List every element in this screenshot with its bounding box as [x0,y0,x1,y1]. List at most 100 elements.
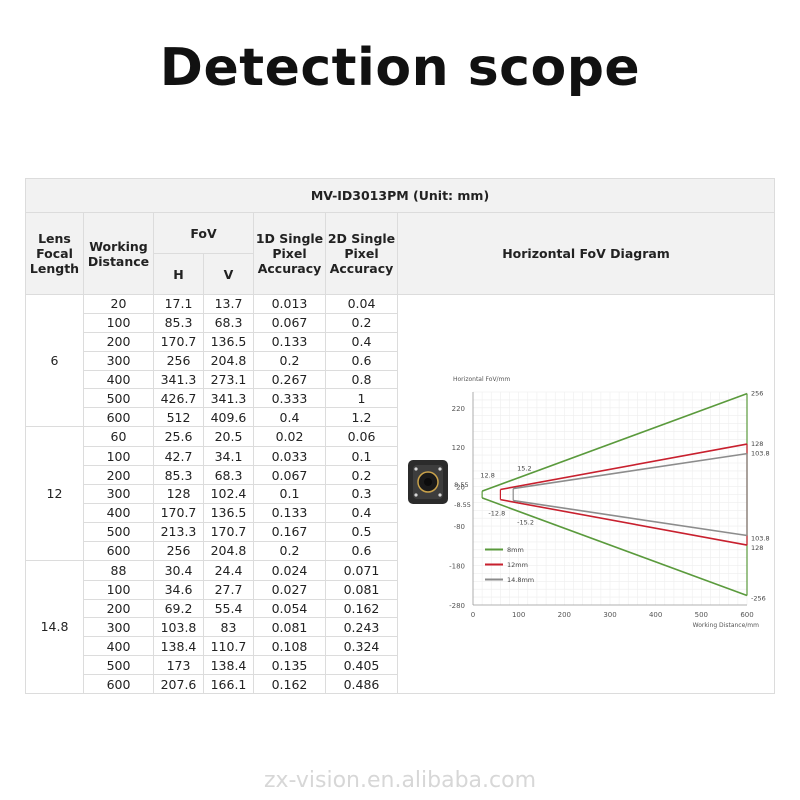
accuracy-2d-cell: 0.06 [325,426,398,448]
fov-v-cell: 102.4 [203,484,254,504]
table-row: 500 426.7 341.3 0.333 1 [26,388,775,409]
fov-v-cell: 20.5 [203,426,254,448]
lens-focal-length-cell: 12 [25,426,84,561]
fov-h-cell: 128 [153,484,204,504]
series-start-label: 15.2 [517,465,531,473]
accuracy-2d-cell: 0.4 [325,502,398,523]
working-distance-cell: 60 [83,426,154,448]
accuracy-2d-cell: 0.04 [325,294,398,314]
fov-h-cell: 213.3 [153,521,204,542]
fov-v-cell: 27.7 [203,579,254,600]
working-distance-cell: 500 [83,388,154,409]
x-tick-label: 300 [603,611,616,619]
table-row: 300 256 204.8 0.2 0.6 [26,350,775,371]
series-neg-start-label: -8.55 [454,501,471,509]
x-tick-label: 600 [740,611,753,619]
accuracy-1d-cell: 0.4 [253,407,326,428]
fov-v-cell: 34.1 [203,446,254,467]
fov-h-cell: 512 [153,407,204,428]
fov-diagram-cell: 220 120 20 -80 -180 -280 0 100 200 300 400 500 600 Ho… [396,294,776,694]
series-start-label: 8.55 [454,481,468,489]
fov-diagram: 220 120 20 -80 -180 -280 0 100 200 300 400 500 600 Ho… [398,295,773,693]
working-distance-cell: 200 [83,331,154,352]
accuracy-1d-cell: 0.2 [253,540,326,561]
working-distance-cell: 500 [83,521,154,542]
lens-focal-length-cell: 14.8 [25,559,84,695]
accuracy-2d-cell: 0.324 [325,636,398,657]
fov-v-cell: 341.3 [203,388,254,409]
table-row: 500 173 138.4 0.135 0.405 [26,655,775,676]
x-tick-label: 0 [471,611,475,619]
accuracy-1d-cell: 0.108 [253,636,326,657]
spec-table: MV-ID3013PM (Unit: mm) Lens Focal Length… [24,178,776,695]
y-tick-label: -80 [454,523,465,531]
table-row: 500 213.3 170.7 0.167 0.5 [26,521,775,542]
working-distance-cell: 200 [83,465,154,486]
table-row: 100 85.3 68.3 0.067 0.2 [26,312,775,333]
series-neg-end-label: -256 [751,595,766,603]
x-axis-label: Working Distance/mm [693,622,759,629]
series-end-label: 128 [751,440,763,448]
series-end-label: 256 [751,390,763,398]
working-distance-cell: 600 [83,540,154,561]
fov-h-cell: 170.7 [153,502,204,523]
accuracy-2d-cell: 0.162 [325,598,398,619]
camera-led-icon [414,467,418,471]
accuracy-1d-cell: 0.033 [253,446,326,467]
spec-table-body: 6 20 17.1 13.7 0.013 0.04 220 120 20 -80 -180 -280 0… [25,293,776,695]
y-tick-label: 220 [452,405,465,413]
accuracy-1d-cell: 0.081 [253,617,326,638]
accuracy-2d-cell: 0.405 [325,655,398,676]
accuracy-1d-cell: 0.067 [253,312,326,333]
accuracy-2d-cell: 0.8 [325,369,398,390]
accuracy-2d-cell: 0.2 [325,312,398,333]
fov-h-cell: 30.4 [153,559,204,581]
fov-h-cell: 170.7 [153,331,204,352]
y-tick-label: -280 [449,602,465,610]
legend-label: 12mm [507,561,528,569]
series-upper-line-14.8mm [513,452,748,490]
legend-label: 14.8mm [507,576,534,584]
table-row: 200 69.2 55.4 0.054 0.162 [26,598,775,619]
fov-h-cell: 17.1 [153,294,204,314]
fov-h-cell: 42.7 [153,446,204,467]
fov-h-cell: 85.3 [153,465,204,486]
spec-table-wrapper: MV-ID3013PM (Unit: mm) Lens Focal Length… [24,178,776,695]
accuracy-1d-cell: 0.135 [253,655,326,676]
fov-h-cell: 256 [153,350,204,371]
header-fov: FoV [153,212,254,254]
accuracy-2d-cell: 0.4 [325,331,398,352]
fov-v-cell: 138.4 [203,655,254,676]
accuracy-1d-cell: 0.333 [253,388,326,409]
camera-led-icon [414,493,418,497]
fov-v-cell: 170.7 [203,521,254,542]
x-tick-label: 100 [512,611,525,619]
working-distance-cell: 400 [83,369,154,390]
accuracy-1d-cell: 0.024 [253,559,326,581]
accuracy-2d-cell: 0.3 [325,484,398,504]
accuracy-1d-cell: 0.267 [253,369,326,390]
fov-h-cell: 341.3 [153,369,204,390]
working-distance-cell: 400 [83,502,154,523]
series-lower-line-8mm [481,497,748,597]
working-distance-cell: 100 [83,579,154,600]
x-tick-label: 400 [649,611,662,619]
working-distance-cell: 600 [83,674,154,694]
series-lower-line-12mm [500,498,748,546]
series-neg-start-label: -15.2 [517,519,534,527]
accuracy-2d-cell: 0.6 [325,350,398,371]
table-row: 600 207.6 166.1 0.162 0.486 [26,674,775,694]
table-caption: MV-ID3013PM (Unit: mm) [24,178,776,213]
legend-label: 8mm [507,546,524,554]
table-row: 400 170.7 136.5 0.133 0.4 [26,502,775,523]
table-row: 200 85.3 68.3 0.067 0.2 [26,465,775,486]
series-upper-line-8mm [481,392,748,492]
y-tick-label: 20 [456,484,465,492]
series-start-label: 12.8 [480,472,494,480]
x-tick-label: 200 [558,611,571,619]
accuracy-2d-cell: 1 [325,388,398,409]
fov-v-cell: 68.3 [203,312,254,333]
accuracy-2d-cell: 0.5 [325,521,398,542]
table-row: 100 34.6 27.7 0.027 0.081 [26,579,775,600]
accuracy-2d-cell: 0.486 [325,674,398,694]
